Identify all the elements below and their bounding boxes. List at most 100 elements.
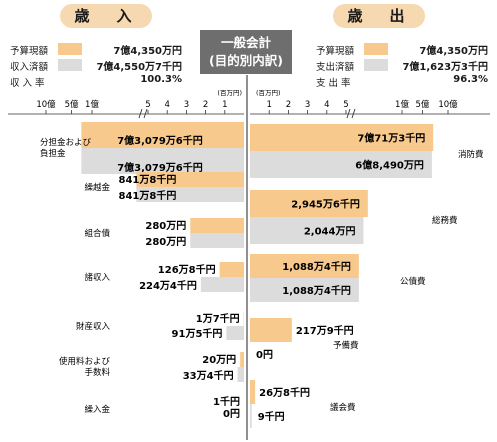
axis-tick-label: 2 [286,100,291,110]
expenditure-settled-bar [250,151,432,178]
rev-rate-value: 100.3% [140,74,182,85]
revenue-budget-value: 126万8千円 [158,263,216,276]
revenue-budget-value: 1万7千円 [196,312,240,325]
axis-tick-label: 1 [266,100,271,110]
revenue-category-label: 繰越金 [84,182,110,193]
rev-budget-value: 7億4,350万円 [113,46,182,57]
axis-unit-right: (百万円) [256,89,281,97]
exp-budget-label: 予算現額 [316,46,355,57]
expenditure-settled-value: 9千円 [258,410,285,423]
exp-rate-value: 96.3% [453,74,488,85]
revenue-budget-bar [240,352,244,367]
revenue-category-label: 諸収入 [84,272,110,283]
revenue-settled-value: 841万8千円 [119,189,177,202]
expenditure-budget-value: 26万8千円 [259,386,310,399]
expenditure-category-label: 公債費 [400,276,426,287]
revenue-budget-value: 841万8千円 [119,173,177,186]
expenditure-settled-value: 2,044万円 [304,226,356,238]
rev-rate-label: 収 入 率 [10,78,45,89]
revenue-settled-value: 280万円 [145,236,186,248]
revenue-title: 歳 入 [60,4,152,28]
expenditure-budget-bar [250,124,434,151]
axis-tick-label: 1 [222,100,227,110]
rev-budget-swatch [58,43,82,55]
revenue-budget-bar [219,262,244,277]
axis-break-mark [138,108,148,119]
revenue-category-label: 繰入金 [84,404,110,415]
expenditure-budget-value: 217万9千円 [296,324,354,337]
center-title-box: 一般会計 (目的別内訳) [200,30,292,74]
revenue-category-label: 分担金および [40,137,92,148]
axis-unit-left: (百万円) [217,89,242,97]
expenditure-budget-bar [250,318,292,342]
revenue-budget-value: 280万円 [145,220,186,232]
rev-settled-label: 収入済額 [10,62,49,73]
expenditure-budget-bar [250,190,368,217]
expenditure-settled-bar [250,278,359,302]
expenditure-settled-bar [250,217,364,244]
expenditure-budget-value: 2,945万6千円 [291,198,360,211]
axis-tick-label: 3 [184,100,189,110]
rev-budget-label: 予算現額 [10,46,49,57]
exp-budget-value: 7億4,350万円 [419,46,488,57]
exp-settled-value: 7億1,623万3千円 [402,62,488,73]
revenue-settled-bar [226,326,244,340]
expenditure-budget-bar [250,254,359,278]
revenue-budget-value: 1千円 [213,395,240,408]
revenue-settled-bar [237,367,244,382]
revenue-category-label: 負担金 [40,148,66,159]
expenditure-category-label: 消防費 [458,149,484,160]
revenue-budget-bar [81,122,244,148]
expenditure-budget-value: 7億71万3千円 [357,132,425,145]
exp-budget-swatch [364,43,388,55]
expenditure-title: 歳 出 [333,4,425,28]
axis-tick-label: 5 [343,100,348,110]
expenditure-category-label: 議会費 [330,402,356,413]
revenue-settled-bar [200,277,244,292]
expenditure-settled-value: 6億8,490万円 [355,159,424,172]
expenditure-settled-value: 0円 [256,349,273,361]
axis-break-mark [346,108,356,119]
axis-tick-label: 10億 [36,99,56,110]
revenue-category-label: 財産収入 [76,321,111,332]
exp-rate-label: 支 出 率 [316,78,351,89]
revenue-settled-value: 91万5千円 [172,327,223,340]
expenditure-budget-bar [250,380,256,404]
expenditure-budget-value: 1,088万4千円 [282,260,351,273]
revenue-settled-value: 33万4千円 [183,369,234,382]
revenue-category-label: 使用料および [59,356,111,367]
center-title-line1: 一般会計 [220,35,271,50]
revenue-settled-bar [81,148,244,174]
axis-tick-label: 5 [145,100,150,110]
axis-tick-label: 1億 [85,99,99,110]
revenue-budget-value: 7億3,079万6千円 [117,134,203,147]
axis-tick-label: 1億 [395,99,409,110]
revenue-settled-value: 224万4千円 [139,279,197,292]
axis-tick-label: 4 [324,100,329,110]
revenue-settled-bar [190,233,244,248]
rev-settled-value: 7億4,550万7千円 [96,62,182,73]
rev-settled-swatch [58,59,82,71]
axis-tick-label: 5億 [65,99,79,110]
expenditure-category-label: 総務費 [432,215,458,226]
revenue-category-label: 手数料 [84,367,110,378]
revenue-settled-value: 0円 [223,408,240,420]
revenue-budget-bar [136,172,244,187]
revenue-settled-bar [136,187,244,202]
expenditure-settled-bar [250,404,252,428]
exp-settled-label: 支出済額 [316,62,355,73]
exp-settled-swatch [364,59,388,71]
axis-tick-label: 5億 [415,99,429,110]
axis-tick-label: 2 [203,100,208,110]
axis-tick-label: 3 [305,100,310,110]
revenue-budget-bar [190,218,244,233]
revenue-budget-value: 20万円 [202,354,236,366]
axis-tick-label: 4 [164,100,169,110]
revenue-category-label: 組合債 [84,228,110,239]
expenditure-category-label: 予備費 [333,340,359,351]
axis-tick-label: 10億 [438,99,458,110]
revenue-settled-value: 7億3,079万6千円 [117,161,203,174]
expenditure-settled-value: 1,088万4千円 [282,284,351,297]
center-title-line2: (目的別内訳) [209,53,283,68]
